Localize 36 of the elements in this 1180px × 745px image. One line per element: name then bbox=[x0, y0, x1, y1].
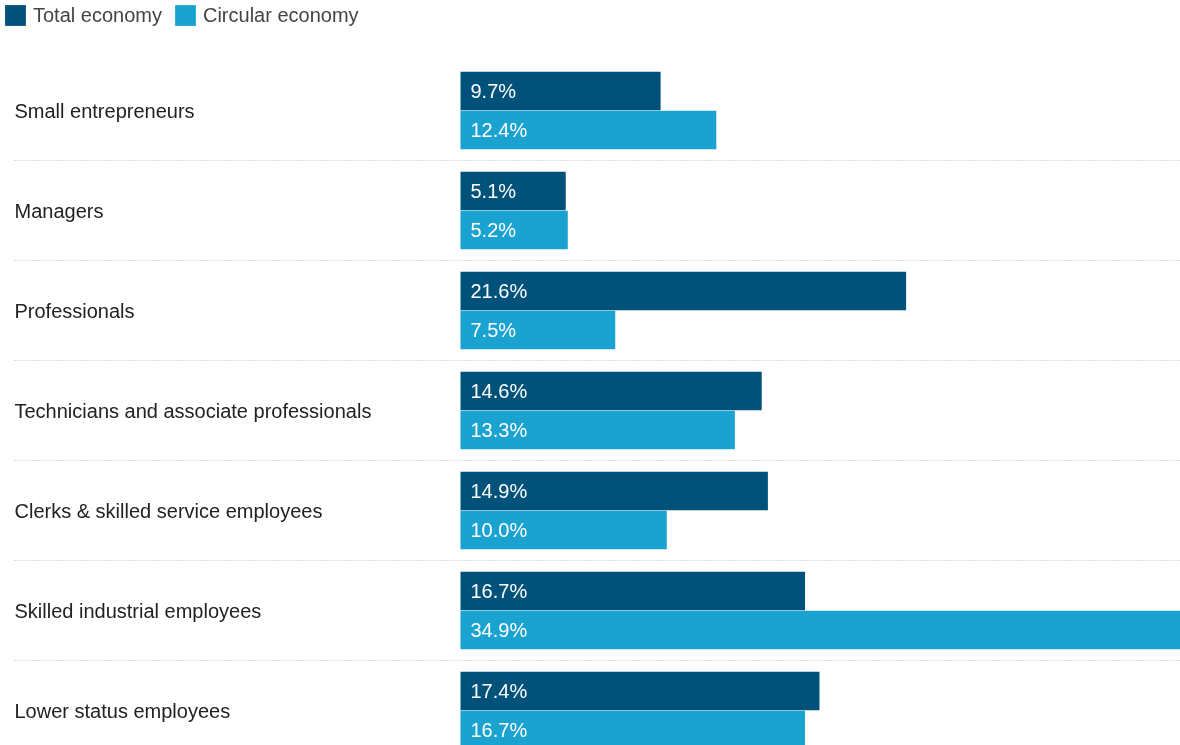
data-label: 21.6% bbox=[470, 280, 528, 302]
data-label: 10.0% bbox=[470, 519, 528, 541]
data-label: 7.5% bbox=[470, 319, 517, 341]
data-label: 5.2% bbox=[470, 219, 517, 241]
y-tick-label: Clerks & skilled service employees bbox=[14, 499, 323, 522]
legend-label: Circular economy bbox=[202, 3, 359, 27]
y-tick-label: Managers bbox=[14, 199, 104, 222]
bar bbox=[460, 210, 568, 250]
bar bbox=[460, 310, 616, 350]
bar bbox=[460, 571, 806, 611]
data-label: 12.4% bbox=[470, 119, 528, 141]
y-tick-label: Lower status employees bbox=[14, 699, 231, 722]
data-label: 9.7% bbox=[470, 80, 517, 102]
data-label: 14.6% bbox=[470, 380, 528, 402]
bar bbox=[460, 610, 1180, 650]
bar bbox=[460, 110, 717, 150]
data-label: 13.3% bbox=[470, 419, 528, 441]
data-label: 16.7% bbox=[470, 719, 528, 741]
data-label: 34.9% bbox=[470, 619, 528, 641]
legend-label: Total economy bbox=[33, 3, 162, 27]
bar bbox=[460, 410, 735, 450]
data-label: 5.1% bbox=[470, 180, 517, 202]
y-tick-label: Technicians and associate professionals bbox=[14, 399, 372, 422]
bar bbox=[460, 71, 661, 111]
y-tick-label: Professionals bbox=[14, 299, 135, 322]
bar bbox=[460, 171, 566, 211]
y-tick-label: Small entrepreneurs bbox=[14, 99, 195, 122]
bar bbox=[460, 471, 768, 511]
bar bbox=[460, 371, 762, 411]
data-label: 14.9% bbox=[470, 480, 528, 502]
data-label: 17.4% bbox=[470, 680, 528, 702]
bar bbox=[460, 510, 667, 550]
bar bbox=[460, 671, 820, 711]
bar bbox=[460, 271, 907, 311]
y-tick-label: Skilled industrial employees bbox=[14, 599, 262, 622]
data-label: 16.7% bbox=[470, 580, 528, 602]
